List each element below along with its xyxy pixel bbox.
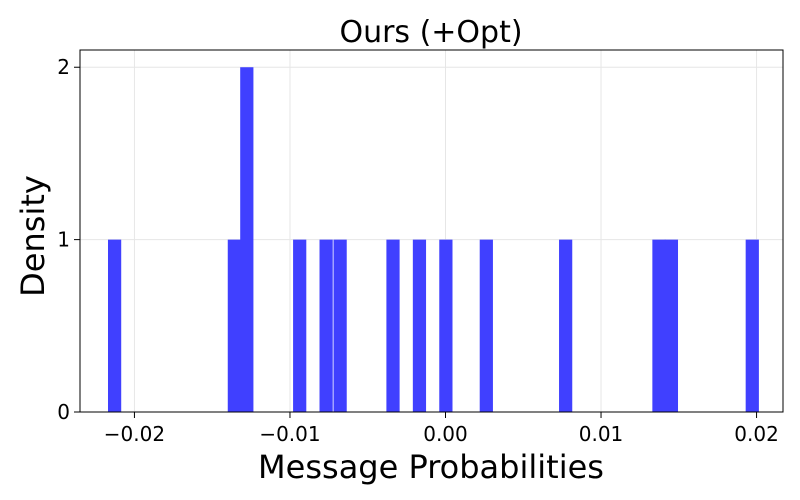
histogram-bar	[439, 239, 453, 412]
x-tick-label: −0.01	[259, 422, 320, 446]
histogram-bar	[240, 67, 254, 412]
histogram-bar	[333, 239, 347, 412]
y-axis-label: Density	[14, 175, 52, 297]
histogram-bar	[664, 239, 679, 412]
x-tick-label: 0.02	[734, 422, 779, 446]
histogram-bar	[559, 239, 573, 412]
histogram-bar	[745, 239, 759, 412]
y-tick-label: 2	[57, 55, 70, 79]
x-tick-label: 0.00	[423, 422, 468, 446]
x-tick-label: 0.01	[579, 422, 624, 446]
histogram-bar	[412, 239, 427, 412]
histogram-bar	[107, 239, 122, 412]
histogram-bar	[479, 239, 493, 412]
histogram-bar	[652, 239, 666, 412]
histogram-bar	[386, 239, 400, 412]
ticks: −0.02 −0.01 0.00 0.01 0.02 0 1 2	[57, 55, 779, 446]
y-tick-label: 0	[57, 400, 70, 424]
histogram-bar	[293, 239, 307, 412]
histogram-bar	[227, 239, 241, 412]
x-tick-label: −0.02	[104, 422, 165, 446]
chart-title: Ours (+Opt)	[339, 15, 522, 50]
x-axis-label: Message Probabilities	[258, 448, 604, 486]
bars	[107, 67, 759, 412]
plot-frame	[79, 49, 784, 413]
histogram-bar	[319, 239, 333, 412]
y-tick-label: 1	[57, 228, 70, 252]
